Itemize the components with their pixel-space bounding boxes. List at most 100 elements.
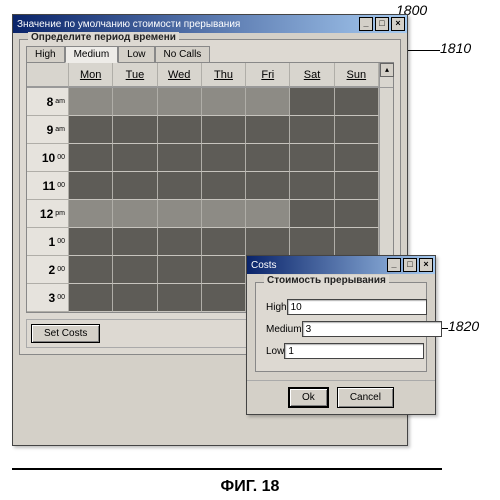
schedule-cell[interactable] [290,88,334,116]
schedule-cell[interactable] [158,88,202,116]
schedule-cell[interactable] [246,144,290,172]
schedule-cell[interactable] [113,284,157,312]
schedule-cell[interactable] [335,116,379,144]
schedule-cell[interactable] [335,200,379,228]
schedule-cell[interactable] [290,144,334,172]
cost-label: High [266,302,287,313]
scroll-up-icon[interactable]: ▴ [380,63,394,77]
day-header[interactable]: Sun [335,63,379,87]
schedule-cell[interactable] [69,144,113,172]
costs-group-title: Стоимость прерывания [264,275,389,286]
cancel-button[interactable]: Cancel [337,387,394,408]
schedule-cell[interactable] [202,144,246,172]
schedule-cell[interactable] [290,116,334,144]
day-header[interactable]: Sat [290,63,334,87]
close-button[interactable]: × [391,17,405,31]
schedule-cell[interactable] [69,284,113,312]
schedule-cell[interactable] [202,284,246,312]
day-header[interactable]: Mon [69,63,113,87]
schedule-cell[interactable] [290,200,334,228]
day-header[interactable]: Wed [158,63,202,87]
costs-minimize-button[interactable]: _ [387,258,401,272]
day-header[interactable]: Thu [202,63,246,87]
corner-cell [27,63,69,87]
schedule-cell[interactable] [158,116,202,144]
costs-titlebar[interactable]: Costs _ □ × [247,256,435,274]
schedule-cell[interactable] [335,88,379,116]
schedule-cell[interactable] [113,116,157,144]
schedule-cell[interactable] [113,256,157,284]
schedule-cell[interactable] [246,228,290,256]
schedule-cell[interactable] [113,144,157,172]
tab-low[interactable]: Low [118,46,154,63]
day-header[interactable]: Fri [246,63,290,87]
cost-input-medium[interactable] [302,321,442,337]
schedule-cell[interactable] [246,200,290,228]
ok-button[interactable]: Ok [288,387,329,408]
figure-divider [12,468,442,470]
schedule-cell[interactable] [335,144,379,172]
cost-input-low[interactable] [284,343,424,359]
time-slot: 100 [27,228,69,256]
cost-row-medium: Medium [266,321,416,337]
tab-medium[interactable]: Medium [65,46,119,63]
schedule-cell[interactable] [246,116,290,144]
cost-label: Low [266,346,284,357]
schedule-cell[interactable] [113,172,157,200]
figure-caption: ФИГ. 18 [0,478,500,496]
schedule-cell[interactable] [202,200,246,228]
schedule-cell[interactable] [69,200,113,228]
schedule-cell[interactable] [158,172,202,200]
day-column [158,88,202,312]
schedule-cell[interactable] [113,200,157,228]
schedule-cell[interactable] [202,172,246,200]
schedule-cell[interactable] [335,172,379,200]
schedule-cell[interactable] [202,116,246,144]
cost-input-high[interactable] [287,299,427,315]
schedule-cell[interactable] [69,228,113,256]
schedule-cell[interactable] [290,172,334,200]
costs-maximize-button[interactable]: □ [403,258,417,272]
schedule-cell[interactable] [69,116,113,144]
day-column [202,88,246,312]
time-slot: 8am [27,88,69,116]
schedule-header-row: Mon Tue Wed Thu Fri Sat Sun ▴ [27,63,393,88]
schedule-cell[interactable] [113,228,157,256]
tab-strip: High Medium Low No Calls [26,46,394,63]
schedule-cell[interactable] [158,144,202,172]
callout-dialog: 1820 [448,318,479,334]
schedule-cell[interactable] [158,256,202,284]
schedule-cell[interactable] [158,200,202,228]
minimize-button[interactable]: _ [359,17,373,31]
costs-close-button[interactable]: × [419,258,433,272]
schedule-cell[interactable] [158,284,202,312]
cost-row-low: Low [266,343,416,359]
costs-dialog-title: Costs [251,260,277,271]
schedule-cell[interactable] [69,88,113,116]
dialog-buttons: Ok Cancel [247,380,435,414]
schedule-cell[interactable] [69,256,113,284]
set-costs-button[interactable]: Set Costs [31,324,100,343]
tab-high[interactable]: High [26,46,65,63]
schedule-cell[interactable] [69,172,113,200]
schedule-cell[interactable] [202,256,246,284]
schedule-cell[interactable] [246,88,290,116]
cost-label: Medium [266,324,302,335]
schedule-cell[interactable] [202,228,246,256]
costs-dialog: Costs _ □ × Стоимость прерывания High Me… [246,255,436,415]
scrollbar-spacer: ▴ [379,63,393,87]
time-slot: 1100 [27,172,69,200]
schedule-cell[interactable] [202,88,246,116]
day-header[interactable]: Tue [113,63,157,87]
schedule-cell[interactable] [113,88,157,116]
tab-no-calls[interactable]: No Calls [155,46,211,63]
time-slot: 300 [27,284,69,312]
schedule-cell[interactable] [158,228,202,256]
time-slot: 12pm [27,200,69,228]
cost-row-high: High [266,299,416,315]
maximize-button[interactable]: □ [375,17,389,31]
main-titlebar[interactable]: Значение по умолчанию стоимости прерыван… [13,15,407,33]
schedule-cell[interactable] [290,228,334,256]
schedule-cell[interactable] [335,228,379,256]
schedule-cell[interactable] [246,172,290,200]
